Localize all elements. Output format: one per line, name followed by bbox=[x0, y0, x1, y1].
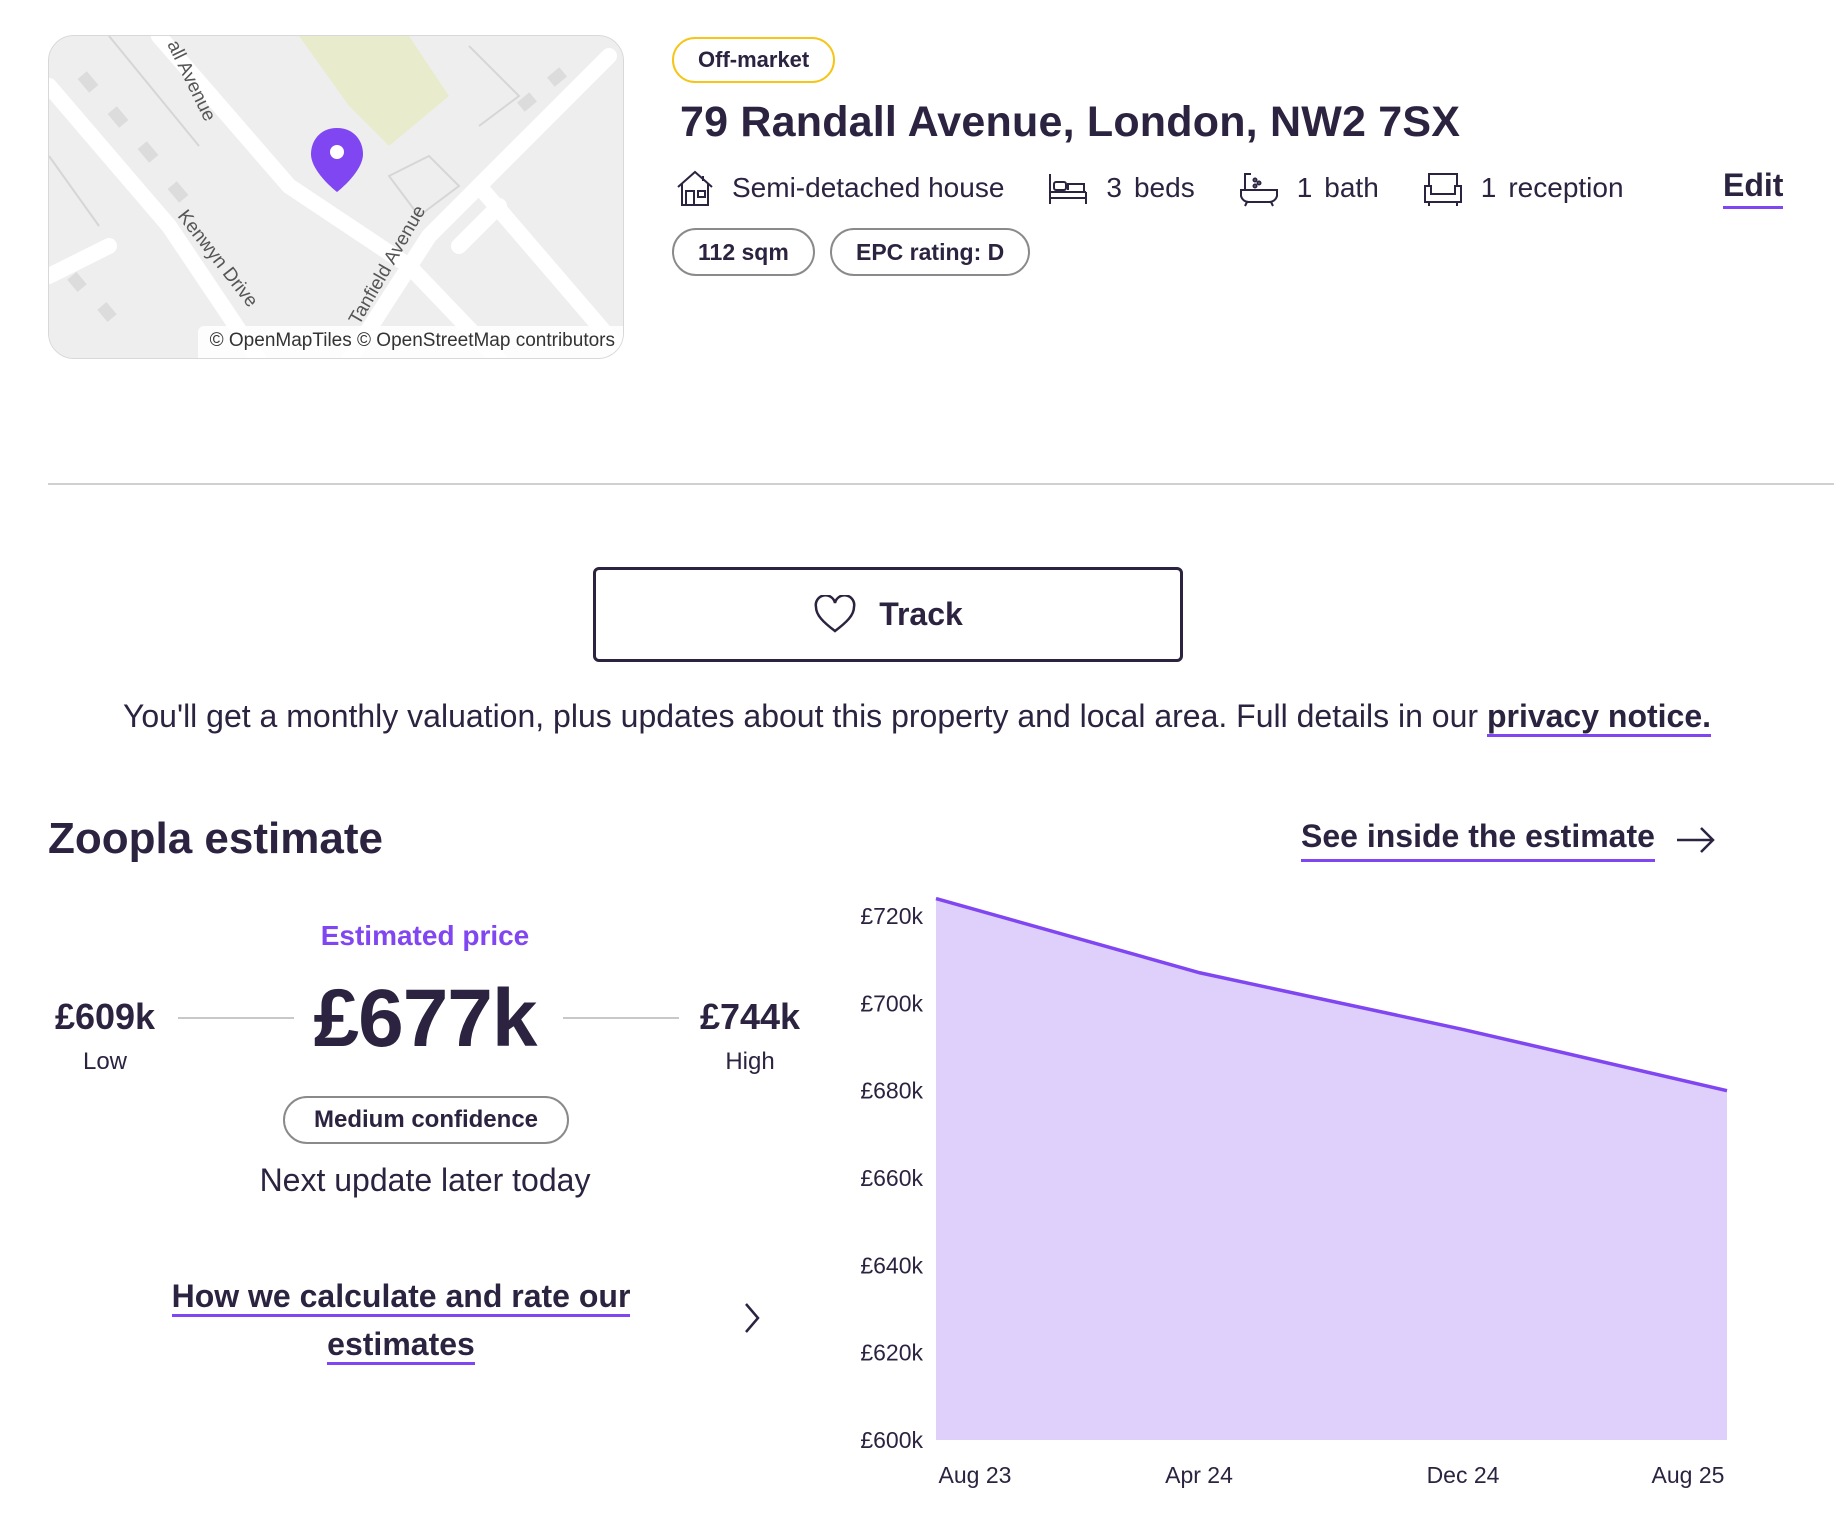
how-we-calculate-link[interactable]: How we calculate and rate our estimates bbox=[148, 1272, 654, 1368]
map-attribution: © OpenMapTiles © OpenStreetMap contribut… bbox=[197, 326, 623, 358]
map-tiles: all Avenue Kenwyn Drive Tanfield Avenue bbox=[49, 36, 623, 358]
bath-icon bbox=[1239, 173, 1278, 207]
x-tick-label: Dec 24 bbox=[1427, 1462, 1500, 1488]
feature-beds: 3 beds bbox=[1046, 168, 1195, 208]
house-icon bbox=[677, 170, 713, 206]
bath-label: bath bbox=[1324, 172, 1379, 203]
status-badge: Off-market bbox=[672, 37, 836, 83]
x-tick-label: Apr 24 bbox=[1165, 1462, 1233, 1488]
chart-line bbox=[935, 896, 1728, 1093]
y-tick-label: £700k bbox=[860, 990, 923, 1016]
range-low-label: Low bbox=[82, 1048, 128, 1075]
bath-count: 1 bbox=[1296, 172, 1313, 203]
x-tick-label: Aug 25 bbox=[1652, 1462, 1725, 1488]
epc-pill: EPC rating: D bbox=[830, 228, 1031, 276]
track-notice: You'll get a monthly valuation, plus upd… bbox=[48, 692, 1786, 740]
edit-link[interactable]: Edit bbox=[1723, 167, 1784, 209]
see-inside-estimate-link[interactable]: See inside the estimate bbox=[1301, 818, 1717, 862]
range-line-left bbox=[178, 1017, 294, 1019]
y-tick-label: £720k bbox=[860, 903, 923, 929]
heart-icon bbox=[814, 594, 856, 633]
privacy-notice-link[interactable]: privacy notice. bbox=[1486, 698, 1712, 737]
estimated-price-value: £677k bbox=[313, 973, 537, 1064]
armchair-icon bbox=[1423, 173, 1462, 206]
feature-bath: 1 bath bbox=[1237, 168, 1379, 208]
y-tick-label: £660k bbox=[860, 1165, 923, 1191]
reception-count: 1 bbox=[1480, 172, 1497, 203]
beds-count: 3 bbox=[1106, 172, 1122, 203]
reception-label: reception bbox=[1508, 172, 1624, 203]
bed-icon bbox=[1049, 174, 1088, 204]
location-map[interactable]: all Avenue Kenwyn Drive Tanfield Avenue … bbox=[48, 35, 624, 359]
y-tick-label: £600k bbox=[860, 1427, 923, 1453]
track-button[interactable]: Track bbox=[593, 567, 1183, 662]
range-high-value: £744k bbox=[699, 996, 801, 1037]
next-update-text: Next update later today bbox=[259, 1162, 591, 1198]
feature-type: Semi-detached house bbox=[674, 167, 1004, 209]
page-title: 79 Randall Avenue, London, NW2 7SX bbox=[680, 98, 1461, 146]
how-calc-label: How we calculate and rate our estimates bbox=[171, 1278, 631, 1365]
property-features: Semi-detached house 3 beds 1 bath 1 rece… bbox=[674, 165, 1666, 211]
beds-label: beds bbox=[1133, 172, 1195, 203]
see-inside-label: See inside the estimate bbox=[1301, 818, 1655, 862]
range-high-label: High bbox=[725, 1048, 775, 1075]
feature-type-label: Semi-detached house bbox=[732, 172, 1005, 203]
range-low-value: £609k bbox=[54, 996, 156, 1037]
location-pin-icon bbox=[311, 128, 363, 192]
estimate-title: Zoopla estimate bbox=[48, 814, 383, 863]
y-tick-label: £620k bbox=[860, 1340, 923, 1366]
y-tick-label: £640k bbox=[860, 1252, 923, 1278]
y-tick-label: £680k bbox=[860, 1078, 923, 1104]
chart-area bbox=[936, 898, 1727, 1440]
track-label: Track bbox=[879, 596, 963, 632]
x-tick-label: Aug 23 bbox=[939, 1462, 1012, 1488]
range-line-right bbox=[563, 1017, 679, 1019]
notice-text: You'll get a monthly valuation, plus upd… bbox=[122, 698, 1487, 734]
size-pill: 112 sqm bbox=[672, 228, 815, 276]
estimated-price-label: Estimated price bbox=[320, 920, 530, 951]
section-divider bbox=[48, 483, 1834, 485]
feature-reception: 1 reception bbox=[1421, 168, 1624, 208]
arrow-right-icon bbox=[1676, 827, 1715, 853]
chevron-right-icon[interactable] bbox=[740, 1300, 764, 1336]
confidence-badge: Medium confidence bbox=[283, 1096, 569, 1144]
